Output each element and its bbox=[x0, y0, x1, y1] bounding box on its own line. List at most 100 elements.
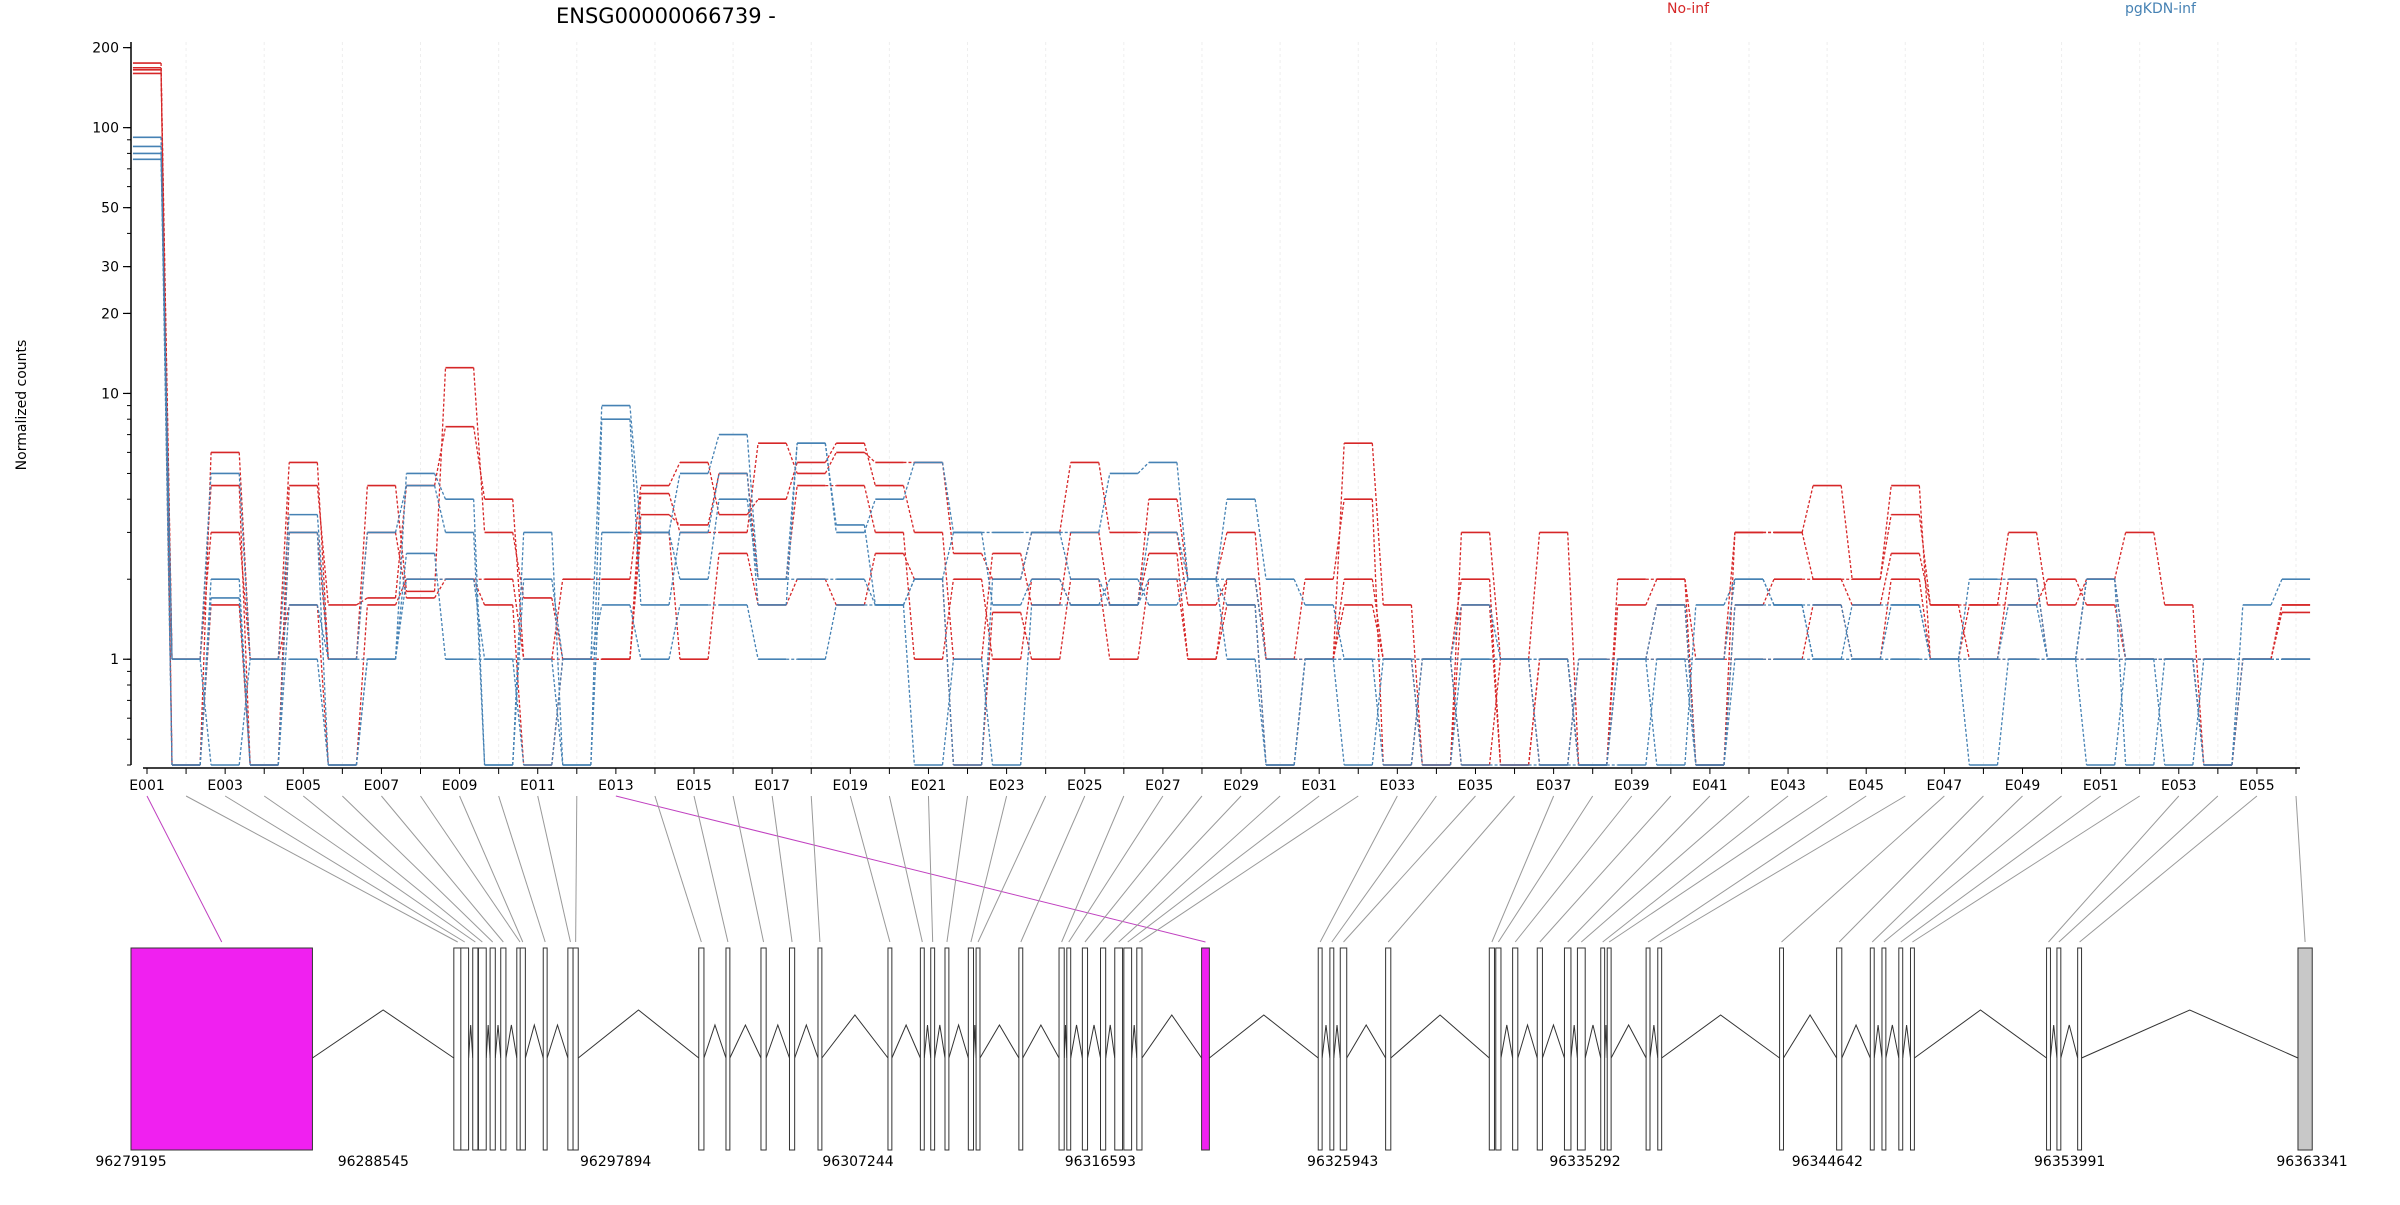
series-connector bbox=[394, 473, 408, 660]
series-connector bbox=[1684, 659, 1697, 766]
exon-box-e053 bbox=[2046, 947, 2051, 1151]
series-connector bbox=[1332, 604, 1345, 660]
series-connector bbox=[1762, 578, 1775, 606]
genomic-tick-label: 96297894 bbox=[580, 1154, 651, 1170]
series-connector bbox=[941, 659, 955, 766]
series-connector bbox=[1254, 604, 1267, 766]
series-connector bbox=[1645, 578, 1658, 606]
series-connector bbox=[980, 579, 994, 660]
exon-box-e011 bbox=[567, 947, 574, 1151]
series-connector bbox=[2114, 579, 2127, 660]
intron-line bbox=[948, 1023, 969, 1059]
series-connector bbox=[1996, 604, 2010, 660]
exon-connector-line bbox=[185, 795, 458, 943]
intron-line bbox=[1022, 1023, 1060, 1059]
series-connector bbox=[668, 604, 681, 660]
series-connector bbox=[1254, 499, 1267, 580]
exon-connector-line bbox=[1331, 795, 1437, 943]
series-connector bbox=[512, 499, 525, 660]
exon-connector-line bbox=[263, 795, 476, 943]
intron-line bbox=[891, 1023, 921, 1059]
series-connector bbox=[2270, 604, 2283, 660]
exon-box-e030 bbox=[1114, 947, 1124, 1151]
exon-connector-line bbox=[970, 795, 1008, 943]
series-connector bbox=[199, 452, 212, 766]
series-connector bbox=[277, 604, 290, 660]
exon-connectors bbox=[146, 795, 2306, 943]
x-tick-label: E045 bbox=[1848, 778, 1884, 794]
series-connector bbox=[394, 485, 408, 599]
legend-pgkdn-inf: pgKDN-inf bbox=[2125, 1, 2197, 17]
series-connector bbox=[1918, 579, 1931, 660]
gene-model: 96279195 96288545 96297894 96307244 96316593… bbox=[95, 947, 2348, 1170]
series-connector bbox=[316, 604, 329, 660]
series-connector bbox=[1215, 604, 1228, 660]
series-connector bbox=[433, 426, 447, 486]
series-connector bbox=[1606, 659, 1619, 766]
series-connector bbox=[551, 532, 564, 766]
series-connector bbox=[1176, 499, 1189, 580]
series-connector bbox=[785, 443, 798, 580]
series-connector bbox=[1332, 659, 1345, 766]
exon-connector-line bbox=[1900, 795, 2101, 943]
exon-connector-line bbox=[420, 795, 521, 943]
series-connector bbox=[863, 443, 876, 486]
series-connector bbox=[980, 579, 994, 766]
exon-box-e024 bbox=[975, 947, 981, 1151]
series-connector bbox=[1488, 604, 1502, 766]
series-connector bbox=[668, 532, 681, 606]
series-connector bbox=[2270, 612, 2283, 660]
intron-line bbox=[1321, 1024, 1331, 1059]
series-connector bbox=[238, 532, 251, 660]
exon-connector-line bbox=[927, 795, 934, 943]
exon-box-e055 bbox=[2077, 947, 2083, 1151]
series-connector bbox=[1371, 659, 1384, 766]
series-connector bbox=[1527, 659, 1541, 766]
series-connector bbox=[2035, 532, 2049, 606]
series-connector bbox=[980, 553, 994, 660]
series-connector bbox=[1645, 659, 1658, 766]
intron-line bbox=[1141, 1014, 1203, 1059]
series-connector bbox=[472, 499, 486, 766]
series-connector bbox=[1957, 659, 1970, 766]
series-connector bbox=[668, 532, 681, 660]
series-connector bbox=[590, 419, 603, 766]
series-connector bbox=[1137, 499, 1150, 606]
series-connector bbox=[1723, 532, 1736, 660]
exon-connector-line bbox=[2079, 795, 2258, 943]
exon-box-e007 bbox=[500, 947, 507, 1151]
exon-box-e039 bbox=[1512, 947, 1519, 1151]
series-connector bbox=[316, 462, 329, 660]
intron-line bbox=[979, 1024, 1020, 1059]
series-connector bbox=[1723, 532, 1736, 766]
series-connector bbox=[1020, 604, 1033, 766]
series-connector bbox=[2035, 604, 2049, 660]
intron-line bbox=[821, 1014, 889, 1059]
exon-connector-line bbox=[1647, 795, 1867, 943]
series-connector bbox=[1879, 604, 1892, 660]
exon-box-e033 bbox=[1317, 947, 1323, 1151]
exon-connector-line bbox=[946, 795, 969, 943]
intron-line bbox=[934, 1024, 946, 1059]
y-tick-label: 100 bbox=[92, 121, 119, 137]
exon-connector-line bbox=[1659, 795, 1906, 943]
series-connector bbox=[394, 553, 408, 660]
y-axis-label: Normalized counts bbox=[14, 340, 30, 471]
series-connector bbox=[863, 451, 876, 463]
x-tick-label: E011 bbox=[520, 778, 556, 794]
x-tick-label: E029 bbox=[1223, 778, 1259, 794]
exon-connector-line bbox=[1497, 795, 1594, 943]
intron-line bbox=[1131, 1024, 1138, 1059]
series-connector bbox=[1606, 579, 1619, 766]
exon-box-e004 bbox=[472, 947, 479, 1151]
series-connector bbox=[1996, 532, 2010, 606]
series-connector bbox=[1918, 485, 1931, 660]
x-tick-label: E043 bbox=[1770, 778, 1806, 794]
series-connector bbox=[1098, 532, 1111, 606]
series-connector bbox=[1879, 553, 1892, 606]
series-connector bbox=[707, 462, 720, 515]
series-connector bbox=[1059, 532, 1072, 606]
series-connector bbox=[1059, 532, 1072, 580]
series-connector bbox=[1176, 462, 1189, 580]
exon-box-e014 bbox=[698, 947, 705, 1151]
